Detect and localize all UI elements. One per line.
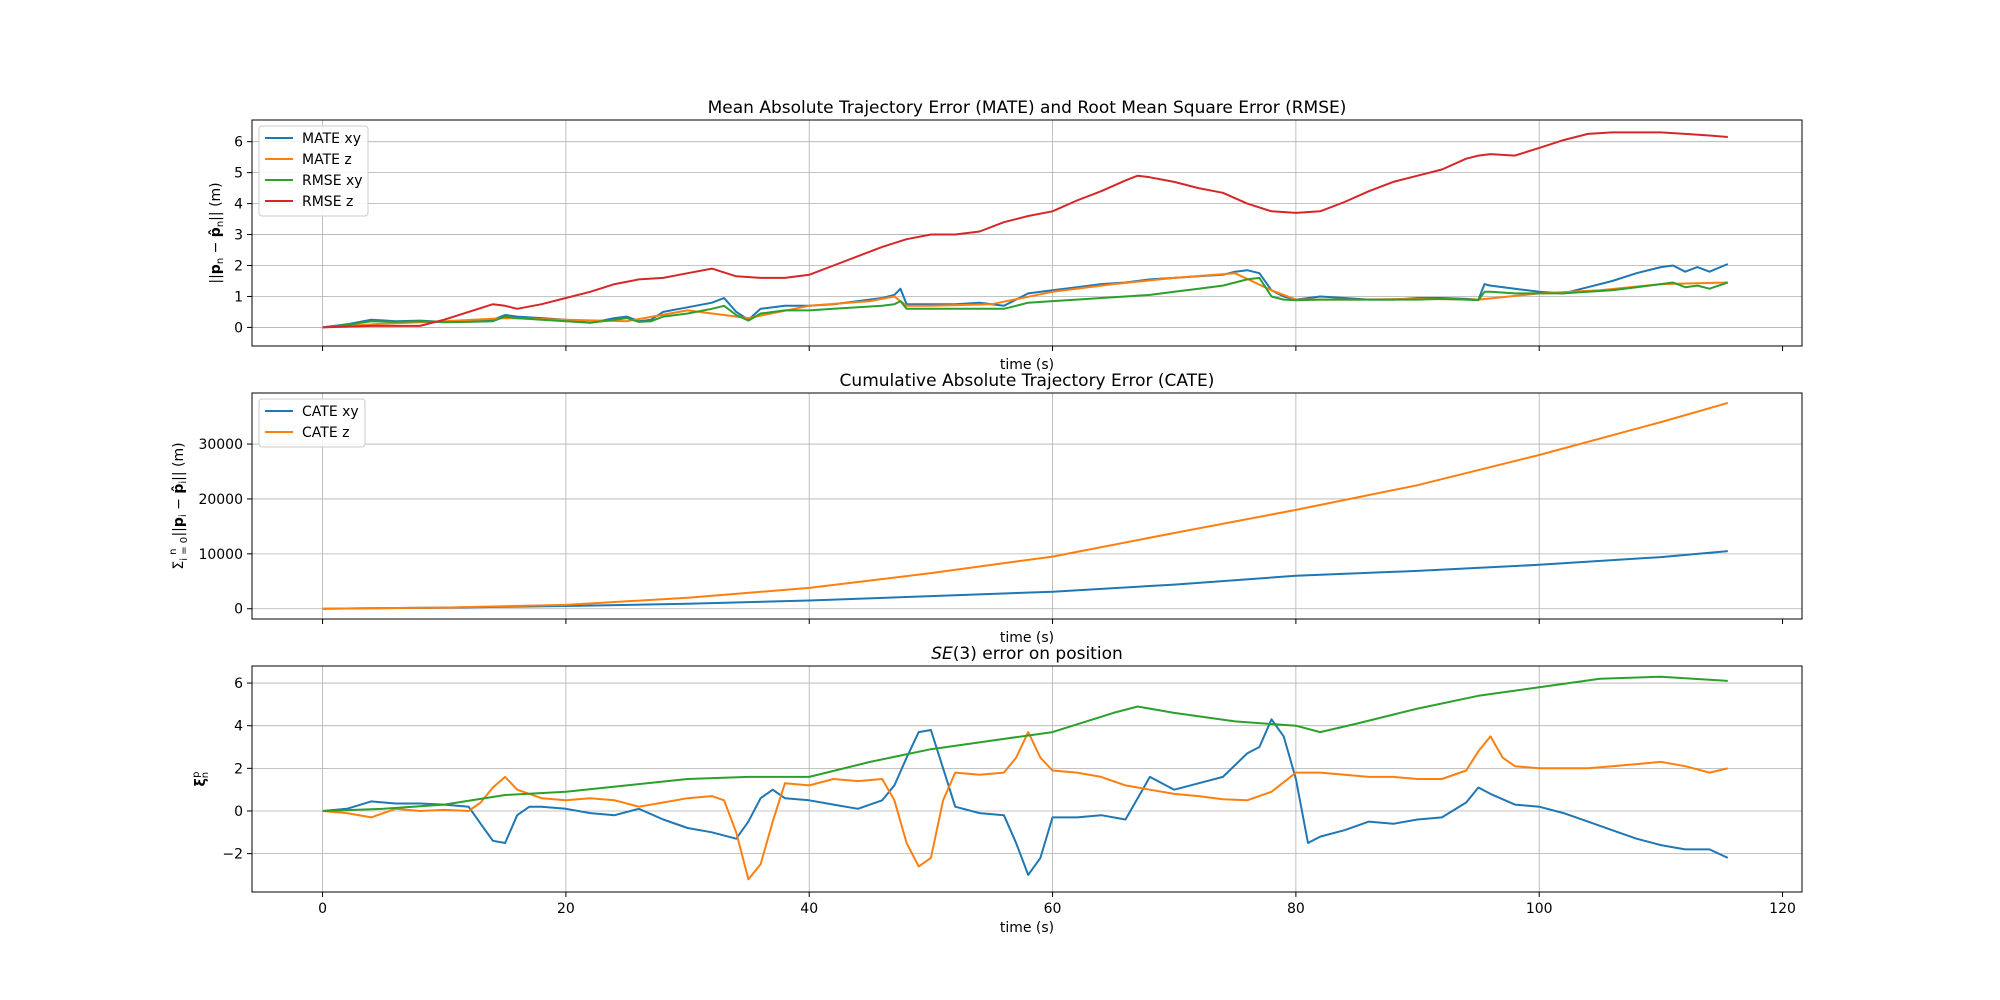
panel3-xticks: 0 20 40 60 80 100 120 — [318, 892, 1796, 917]
panel1-xticks — [322, 346, 1784, 351]
panel1-legend: MATE xy MATE z RMSE xy RMSE z — [258, 125, 369, 217]
y-tick-label: −2 — [222, 847, 243, 863]
panel3-ylabel: ξnp — [191, 772, 211, 787]
legend-cate-z-label: CATE z — [302, 425, 349, 441]
panel3-frame — [251, 665, 1803, 893]
series-3-line — [322, 675, 1728, 812]
panel1-xlabel: time (s) — [1000, 357, 1054, 373]
y-tick-label: 0 — [234, 320, 243, 336]
y-tick-label: 5 — [234, 166, 243, 182]
legend-rmse-xy-label: RMSE xy — [302, 173, 363, 189]
y-tick-label: 20000 — [198, 492, 243, 508]
x-tick-label: 0 — [318, 901, 327, 917]
series-1-line — [322, 718, 1729, 876]
y-tick-label: 1 — [234, 289, 243, 305]
y-tick-label: 3 — [234, 228, 243, 244]
panel2-xlabel: time (s) — [1000, 630, 1054, 646]
panel2-yticks: 0 10000 20000 30000 — [198, 437, 252, 618]
panel2-lines — [322, 401, 1729, 610]
legend-rmse-z-label: RMSE z — [302, 194, 353, 210]
panel2-xticks — [322, 619, 1784, 624]
panel3-xlabel: time (s) — [1000, 920, 1054, 936]
x-tick-label: 100 — [1526, 901, 1553, 917]
series-2-line — [322, 731, 1729, 881]
y-tick-label: 6 — [234, 676, 243, 692]
panel2-title: Cumulative Absolute Trajectory Error (CA… — [840, 371, 1215, 391]
legend-mate-z-label: MATE z — [302, 152, 352, 168]
x-tick-label: 80 — [1287, 901, 1305, 917]
panel1-grid — [252, 120, 1802, 346]
panel-cate: Cumulative Absolute Trajectory Error (CA… — [168, 371, 1803, 646]
y-tick-label: 6 — [234, 135, 243, 151]
cate-xy-line — [322, 550, 1728, 610]
panel2-frame — [251, 392, 1803, 620]
panel2-ylabel: Σi = 0n||pi − p̂i|| (m) — [168, 442, 190, 569]
x-tick-label: 120 — [1769, 901, 1796, 917]
panel1-legend-box — [258, 125, 369, 217]
rmse-z-line — [322, 131, 1728, 329]
y-tick-label: 4 — [234, 719, 243, 735]
x-tick-label: 60 — [1044, 901, 1062, 917]
y-tick-label: 30000 — [198, 437, 243, 453]
x-tick-label: 20 — [557, 901, 575, 917]
panel1-ylabel: ||pn − p̂n|| (m) — [208, 182, 226, 283]
panel3-yticks: −2 0 2 4 6 — [222, 676, 252, 863]
x-tick-label: 40 — [800, 901, 818, 917]
legend-mate-xy-label: MATE xy — [302, 131, 361, 147]
y-tick-label: 0 — [234, 804, 243, 820]
y-tick-label: 2 — [234, 259, 243, 275]
y-tick-label: 10000 — [198, 547, 243, 563]
panel3-title: SE(3) error on position — [931, 644, 1123, 664]
y-tick-label: 4 — [234, 197, 243, 213]
rmse-xy-line — [322, 276, 1729, 329]
panel1-title: Mean Absolute Trajectory Error (MATE) an… — [708, 98, 1347, 118]
panel1-lines — [322, 131, 1729, 329]
legend-cate-xy-label: CATE xy — [302, 404, 359, 420]
panel2-grid — [252, 393, 1802, 619]
panel2-legend: CATE xy CATE z — [258, 398, 366, 448]
cate-z-line — [322, 401, 1729, 610]
panel-mate-rmse: Mean Absolute Trajectory Error (MATE) an… — [208, 98, 1803, 373]
panel1-yticks: 0 1 2 3 4 5 6 — [234, 135, 252, 336]
panel3-lines — [322, 675, 1729, 881]
y-tick-label: 2 — [234, 761, 243, 777]
panel-se3: SE(3) error on position −2 0 2 4 6 0 20 40 60 80… — [191, 644, 1803, 936]
y-tick-label: 0 — [234, 602, 243, 618]
panel1-frame — [251, 119, 1803, 347]
